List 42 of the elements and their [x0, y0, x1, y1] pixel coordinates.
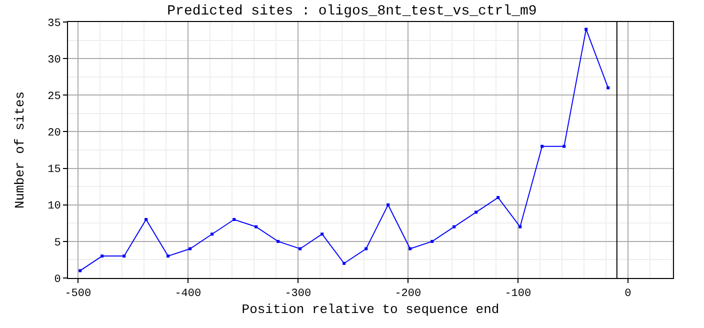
- point: [210, 232, 214, 236]
- point: [606, 86, 610, 90]
- y-tick-label: 30: [48, 54, 61, 66]
- y-tick-label: 10: [48, 200, 61, 213]
- point: [386, 203, 390, 206]
- point: [254, 225, 258, 228]
- point: [562, 144, 566, 148]
- point: [320, 232, 324, 236]
- x-tick-label: -500: [64, 288, 92, 300]
- x-tick-label: -200: [394, 288, 422, 300]
- x-axis-title: Position relative to sequence end: [242, 302, 500, 317]
- point: [342, 262, 346, 265]
- point: [100, 254, 104, 258]
- x-tick-label: -300: [284, 288, 312, 300]
- point: [474, 210, 478, 214]
- y-tick-label: 20: [48, 128, 61, 140]
- point: [232, 218, 236, 221]
- point: [298, 247, 302, 250]
- point: [496, 196, 500, 200]
- point: [122, 254, 126, 258]
- point: [78, 269, 82, 272]
- point: [408, 247, 412, 250]
- x-tick-label: -100: [504, 288, 532, 300]
- y-tick-label: 35: [48, 18, 61, 30]
- point: [364, 247, 368, 250]
- point: [518, 225, 522, 228]
- point: [584, 28, 588, 31]
- point: [188, 247, 192, 250]
- chart-title: Predicted sites : oligos_8nt_test_vs_ctrl_m9: [167, 4, 537, 20]
- point: [540, 144, 544, 148]
- y-tick-label: 0: [54, 274, 61, 286]
- point: [144, 218, 148, 221]
- y-axis-title: Number of sites: [12, 91, 28, 209]
- point: [276, 240, 280, 243]
- point: [430, 240, 434, 243]
- y-tick-label: 5: [54, 237, 61, 250]
- point: [452, 225, 456, 228]
- x-tick-label: -400: [174, 288, 202, 300]
- point: [166, 254, 170, 258]
- x-tick-label: 0: [624, 288, 632, 300]
- y-tick-label: 15: [48, 164, 61, 176]
- y-tick-label: 25: [48, 90, 61, 103]
